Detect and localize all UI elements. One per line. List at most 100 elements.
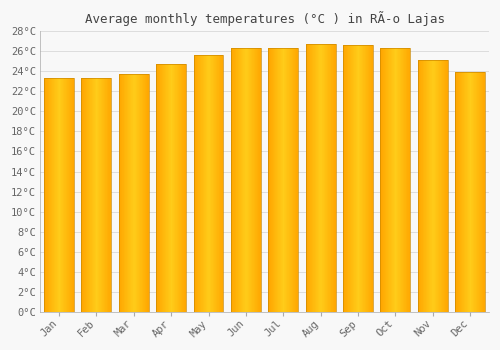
Bar (325, 44, 326, 312)
Bar (161, 64, 162, 312)
Bar (268, 48, 298, 312)
Bar (101, 78, 102, 312)
Bar (463, 72, 464, 312)
Bar (179, 64, 180, 312)
Bar (354, 46, 355, 312)
Bar (178, 64, 179, 312)
Bar (478, 72, 479, 312)
Bar (319, 44, 320, 312)
Bar (109, 78, 110, 312)
Bar (445, 61, 446, 312)
Bar (459, 72, 460, 312)
Bar (102, 78, 103, 312)
Bar (424, 61, 425, 312)
Bar (470, 72, 471, 312)
Bar (313, 44, 314, 312)
Bar (272, 48, 273, 312)
Bar (460, 72, 461, 312)
Bar (343, 46, 373, 312)
Bar (210, 55, 211, 312)
Bar (356, 46, 357, 312)
Bar (312, 44, 313, 312)
Bar (381, 48, 382, 312)
Bar (297, 48, 298, 312)
Bar (221, 55, 222, 312)
Bar (200, 55, 202, 312)
Bar (254, 48, 255, 312)
Bar (64, 78, 65, 312)
Bar (172, 64, 173, 312)
Bar (294, 48, 295, 312)
Bar (126, 75, 127, 312)
Bar (56, 78, 57, 312)
Bar (138, 75, 139, 312)
Bar (284, 48, 285, 312)
Bar (108, 78, 109, 312)
Bar (106, 78, 107, 312)
Bar (398, 48, 399, 312)
Bar (480, 72, 481, 312)
Bar (474, 72, 475, 312)
Bar (49, 78, 50, 312)
Bar (328, 44, 329, 312)
Bar (128, 75, 129, 312)
Bar (211, 55, 212, 312)
Bar (427, 61, 428, 312)
Bar (330, 44, 331, 312)
Bar (316, 44, 317, 312)
Bar (70, 78, 71, 312)
Bar (429, 61, 430, 312)
Bar (96, 78, 97, 312)
Bar (350, 46, 351, 312)
Bar (87, 78, 88, 312)
Bar (421, 61, 422, 312)
Bar (466, 72, 467, 312)
Bar (464, 72, 465, 312)
Bar (372, 46, 373, 312)
Bar (174, 64, 176, 312)
Bar (171, 64, 172, 312)
Bar (408, 48, 409, 312)
Bar (418, 61, 448, 312)
Bar (58, 78, 59, 312)
Bar (253, 48, 254, 312)
Bar (400, 48, 401, 312)
Title: Average monthly temperatures (°C ) in RÃ­o Lajas: Average monthly temperatures (°C ) in RÃ… (84, 11, 444, 26)
Bar (334, 44, 335, 312)
Bar (455, 72, 485, 312)
Bar (44, 78, 45, 312)
Bar (250, 48, 252, 312)
Bar (443, 61, 444, 312)
Bar (433, 61, 434, 312)
Bar (122, 75, 123, 312)
Bar (388, 48, 389, 312)
Bar (335, 44, 336, 312)
Bar (103, 78, 104, 312)
Bar (244, 48, 246, 312)
Bar (157, 64, 158, 312)
Bar (390, 48, 391, 312)
Bar (130, 75, 132, 312)
Bar (333, 44, 334, 312)
Bar (355, 46, 356, 312)
Bar (206, 55, 208, 312)
Bar (456, 72, 457, 312)
Bar (255, 48, 256, 312)
Bar (361, 46, 362, 312)
Bar (260, 48, 261, 312)
Bar (371, 46, 372, 312)
Bar (90, 78, 91, 312)
Bar (231, 48, 232, 312)
Bar (94, 78, 95, 312)
Bar (311, 44, 312, 312)
Bar (273, 48, 274, 312)
Bar (144, 75, 145, 312)
Bar (383, 48, 384, 312)
Bar (481, 72, 482, 312)
Bar (177, 64, 178, 312)
Bar (386, 48, 387, 312)
Bar (167, 64, 168, 312)
Bar (280, 48, 281, 312)
Bar (318, 44, 319, 312)
Bar (425, 61, 426, 312)
